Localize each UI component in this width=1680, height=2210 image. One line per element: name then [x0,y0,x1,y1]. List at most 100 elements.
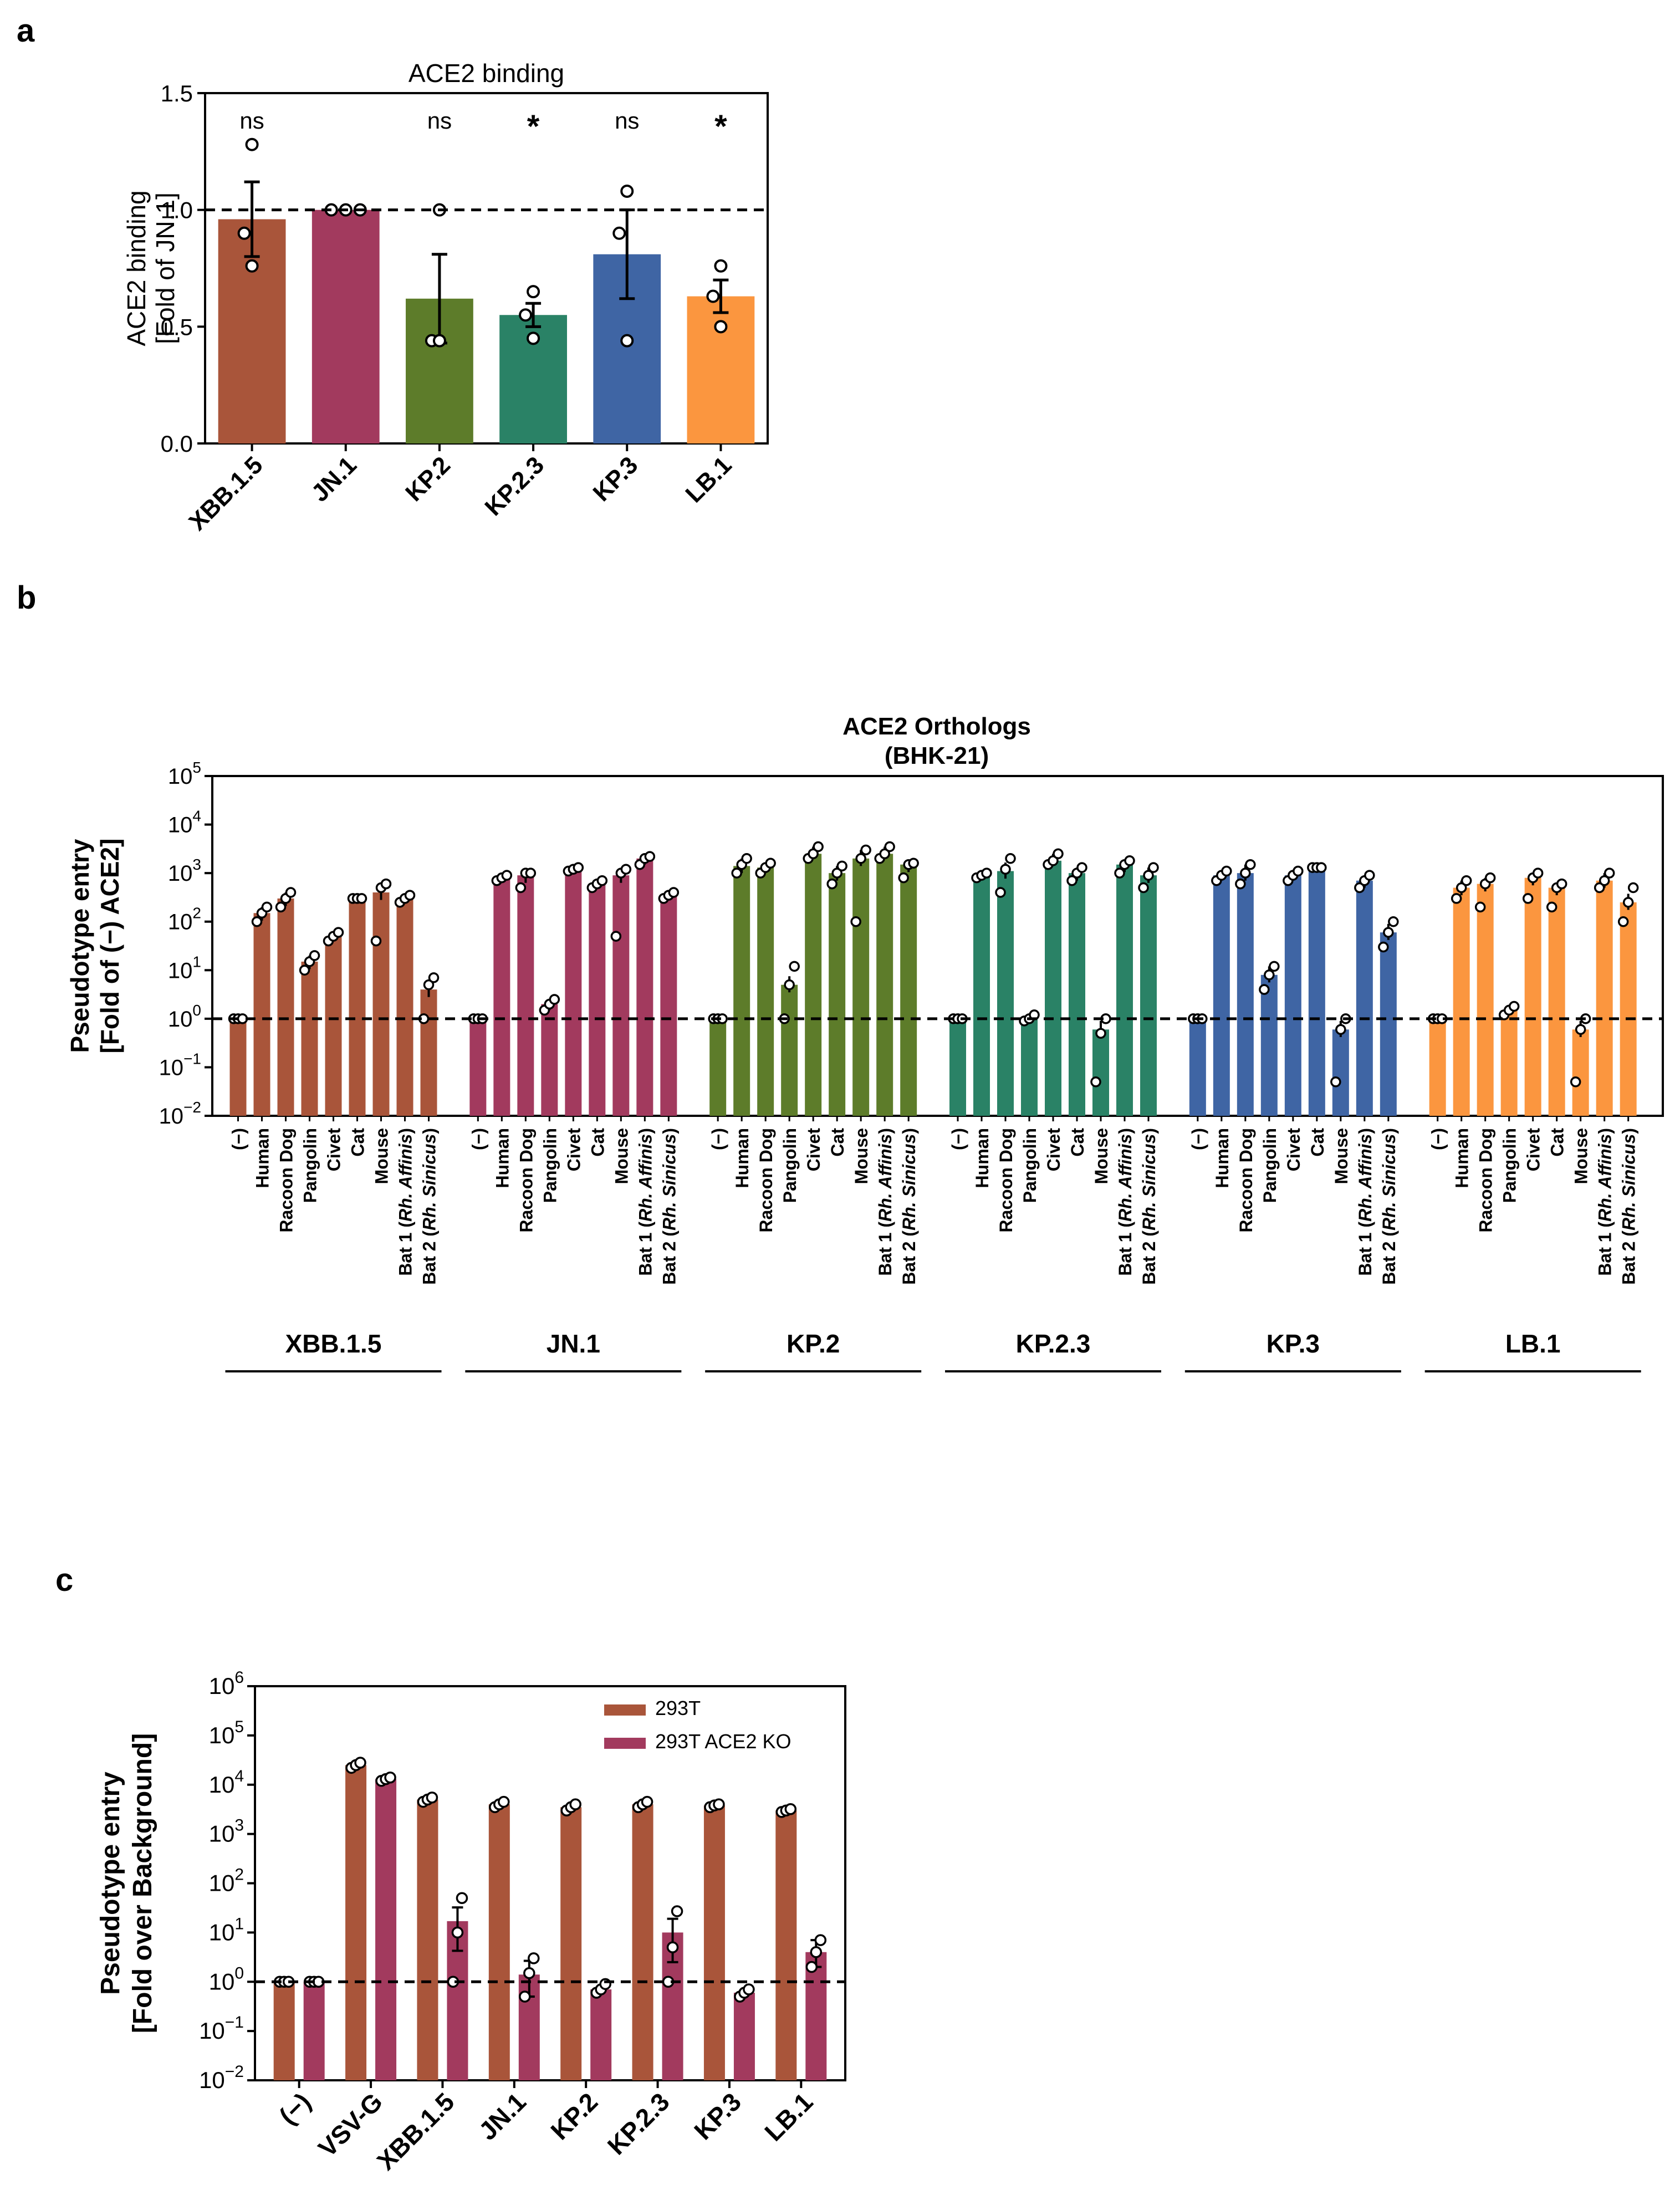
x-tick-label: Bat 1 (Rh. Affinis) [1115,1128,1135,1276]
y-tick-label: 100 [209,1964,244,1994]
data-point [1456,882,1467,894]
data-point [380,878,392,890]
data-point [1053,848,1064,860]
data-point [826,878,838,890]
chart-title-line: (BHK-21) [885,742,989,769]
panel-c-chart: 10−210−1100101102103104105106Pseudotype … [96,1668,846,2176]
bar-lb-1-bat-2-rh-sinicus [1620,902,1637,1116]
bar-293t-kp-2-3 [632,1804,653,2080]
x-tick-label-xbb-1-5: XBB.1.5 [371,2087,460,2176]
y-tick-label: 104 [209,1767,244,1798]
bar-kp-2-3-bat-2-rh-sinicus [1140,875,1157,1116]
x-tick-label: (−) [948,1128,968,1150]
data-point [1627,882,1639,894]
data-point [1546,901,1558,913]
y-tick-exponent: 2 [234,1866,244,1884]
x-tick-label: Bat 2 (Rh. Sinicus) [659,1128,679,1285]
data-point [519,308,533,322]
x-tick-label: Civet [564,1128,584,1172]
data-point [299,964,310,976]
y-tick-base: 10 [209,1968,235,1994]
y-axis-label-line: [Fold of (−) ACE2] [95,839,124,1054]
x-tick-label: Bat 2 (Rh. Sinicus) [899,1128,919,1285]
x-tick-label-part: ) [420,1128,440,1134]
bar-kp-3-racoon-dog [1237,873,1254,1116]
panel-b-chart: ACE2 Orthologs(BHK-21)10−210−11001011021… [65,713,1664,1372]
data-point [528,1952,540,1964]
x-tick-label-part: Rh. Affinis [635,1134,655,1222]
bar-lb-1-cat [1548,887,1565,1116]
x-tick-label-part: Bat 1 ( [1355,1222,1375,1276]
x-tick-label: Mouse [1091,1128,1111,1184]
data-point [1148,862,1159,873]
y-tick-label: 101 [209,1915,244,1945]
bar-jn-1- [469,1018,487,1116]
bar-293t-kp-3 [703,1805,725,2080]
panel-b-letter: b [17,580,36,616]
x-tick-label-jn-1: JN.1 [306,451,361,507]
data-point [237,226,251,240]
x-tick-label: Bat 1 (Rh. Affinis) [396,1128,416,1276]
data-point [1066,875,1078,886]
data-point [523,1967,535,1979]
legend-label-293t: 293T [655,1697,701,1719]
data-point [1383,927,1394,938]
data-point [831,867,842,879]
data-point [456,1892,468,1905]
y-tick-base: 10 [199,2018,225,2044]
x-tick-label-part: Bat 2 ( [1619,1231,1639,1285]
bar-kp-2-pangolin [781,984,798,1116]
data-point [1124,855,1135,866]
data-point [426,1792,438,1804]
significance-label: * [714,109,727,145]
x-tick-label: Bat 1 (Rh. Affinis) [1355,1128,1375,1276]
data-point [498,1795,510,1808]
y-tick-base: 10 [209,1772,235,1798]
y-tick-label: 10−1 [159,1050,201,1080]
y-tick-label: 103 [168,856,201,886]
x-tick-label: Human [972,1128,992,1188]
x-tick-label: Pangolin [780,1128,800,1203]
data-point [620,184,634,198]
data-point [1293,865,1304,877]
x-tick-label: Bat 2 (Rh. Sinicus) [1619,1128,1639,1285]
data-point [741,853,752,864]
bar-jn-1-civet [565,869,582,1116]
bar-kp-3-pangolin [1260,974,1278,1116]
data-point [432,334,446,348]
data-point [671,1905,683,1917]
data-point [1048,855,1059,866]
data-point [1316,862,1327,873]
data-point [1330,1076,1341,1088]
x-tick-label-part: Rh. Sinicus [1619,1134,1639,1231]
bar-kp-2-civet [805,854,822,1116]
data-point [898,872,909,884]
data-point [261,901,273,913]
x-tick-label-jn-1: JN.1 [473,2087,531,2145]
significance-label: ns [427,108,452,134]
group-label-jn-1: JN.1 [547,1329,600,1358]
x-tick-label: Racoon Dog [1476,1128,1496,1232]
x-tick-label-part: ) [1355,1128,1375,1134]
x-tick-label: Civet [1284,1128,1304,1172]
data-point [1532,867,1544,879]
data-point [1000,864,1011,875]
group-label-kp-2: KP.2 [787,1329,840,1358]
data-point [251,916,263,927]
y-tick-label: 102 [209,1866,244,1896]
y-tick-exponent: 3 [234,1816,244,1835]
x-tick-label: Racoon Dog [996,1128,1016,1232]
y-tick-label: 1.5 [161,80,193,106]
y-axis-label-line: Pseudotype entry [96,1772,125,1995]
data-point [573,862,584,873]
y-tick-exponent: 2 [192,905,201,922]
bar-jn-1-racoon-dog [517,875,534,1116]
data-point [1076,862,1087,873]
legend-label-293t-ace2-ko: 293T ACE2 KO [655,1730,791,1753]
data-point [1138,882,1149,894]
y-tick-exponent: 6 [234,1668,244,1687]
bar-kp-2- [709,1018,727,1116]
data-point [620,334,634,348]
x-tick-label-part: ) [1379,1128,1399,1134]
data-point [1090,1076,1101,1088]
